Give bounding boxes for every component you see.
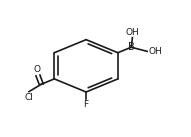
Text: F: F bbox=[83, 100, 89, 109]
Text: B: B bbox=[128, 42, 135, 52]
Text: OH: OH bbox=[125, 28, 139, 37]
Text: Cl: Cl bbox=[25, 93, 33, 102]
Text: OH: OH bbox=[148, 47, 162, 56]
Text: O: O bbox=[33, 65, 40, 74]
